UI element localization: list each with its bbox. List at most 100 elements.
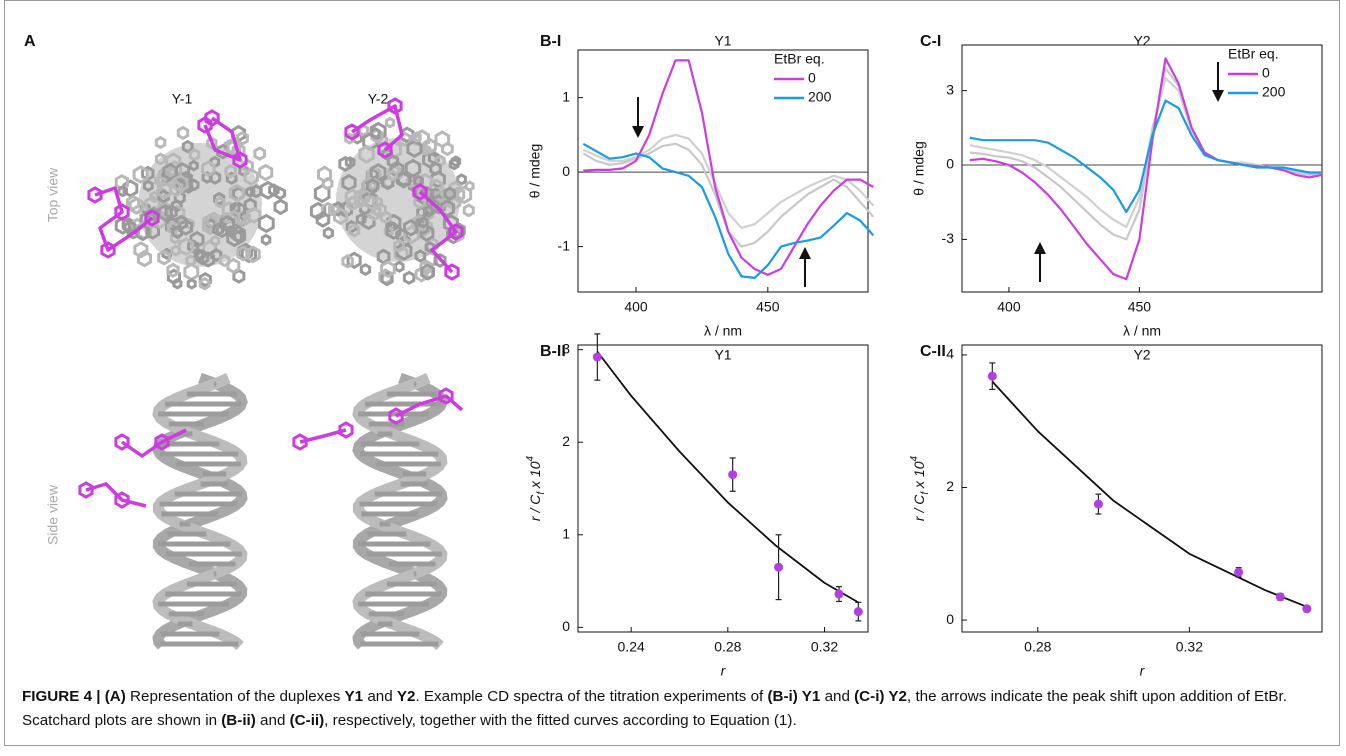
ring — [213, 191, 226, 206]
ring — [253, 146, 266, 161]
ring — [344, 123, 360, 141]
legend-label: 200 — [1262, 84, 1286, 100]
ring — [198, 271, 212, 288]
ring — [228, 183, 245, 203]
ring — [268, 183, 280, 197]
ring — [354, 196, 366, 209]
ring — [183, 262, 200, 282]
ring — [292, 433, 308, 451]
ring — [341, 254, 354, 269]
y-tick-label: -3 — [942, 230, 955, 246]
panel-label: C-I — [920, 33, 941, 50]
caption-text: (B-ii) — [221, 712, 256, 729]
y-tick-label: 2 — [946, 478, 954, 494]
ring — [345, 219, 358, 234]
plot-frame — [577, 49, 869, 293]
ring — [210, 248, 223, 263]
ring — [154, 135, 167, 150]
x-tick-label: 450 — [756, 299, 780, 315]
caption-text: Y1 — [344, 688, 364, 705]
ring — [369, 121, 387, 142]
ring — [232, 151, 248, 169]
y-tick-label: 0 — [946, 156, 954, 172]
ring — [439, 199, 455, 218]
ring — [438, 387, 454, 405]
ring — [347, 223, 361, 238]
chain — [351, 104, 404, 152]
spectrum-line — [583, 59, 874, 276]
ring — [380, 260, 396, 279]
ring — [380, 271, 394, 287]
ring — [117, 185, 128, 198]
chart-title: Y2 — [1133, 33, 1150, 49]
chart-title: Y1 — [714, 33, 731, 49]
chain — [120, 428, 187, 458]
ring — [78, 481, 94, 499]
ring — [462, 203, 475, 218]
plot-frame — [577, 344, 869, 633]
caption-text: Y2 — [396, 688, 416, 705]
ring — [221, 211, 233, 224]
strand — [352, 372, 448, 651]
chain — [395, 394, 464, 418]
spectrum-line — [969, 99, 1322, 214]
ring — [358, 144, 375, 164]
plot-frame — [961, 44, 1323, 293]
ring — [176, 125, 190, 141]
ring — [387, 97, 403, 115]
legend-label: 200 — [808, 89, 832, 105]
ring — [245, 186, 256, 198]
y-axis-label-part: 4 — [909, 455, 920, 461]
ring — [144, 209, 160, 227]
y-axis-label-part: x 10 — [527, 461, 543, 492]
data-point — [1302, 604, 1312, 614]
ring — [448, 157, 460, 171]
caption-text: (B-i) Y1 — [767, 688, 821, 705]
x-axis-label: r — [1140, 663, 1146, 679]
ring — [257, 213, 275, 234]
strand — [152, 372, 248, 651]
ring — [385, 221, 402, 240]
caption-text: (C-ii) — [289, 712, 325, 729]
ring — [87, 186, 103, 204]
data-point — [1275, 592, 1285, 602]
ring — [456, 173, 467, 186]
y-tick-label: -1 — [558, 237, 571, 253]
data-point — [728, 470, 738, 480]
chain — [418, 190, 458, 274]
ring — [154, 152, 167, 166]
caption-text: and — [363, 688, 397, 705]
ring — [387, 169, 398, 182]
y-axis-label-part: r / C — [911, 494, 927, 521]
ring — [158, 166, 172, 182]
ring — [313, 183, 331, 204]
y-axis-label: r / Cf x 104 — [525, 455, 547, 521]
data-point — [1093, 499, 1103, 509]
panel-label: C-II — [920, 343, 946, 360]
ring — [260, 233, 272, 246]
y-tick-label: 4 — [946, 346, 954, 362]
y-axis-label-part: x 10 — [911, 461, 927, 492]
y-axis-label: r / Cf x 104 — [909, 455, 931, 521]
chain — [94, 186, 154, 252]
ring — [414, 266, 429, 283]
ring — [393, 238, 406, 253]
ring — [243, 168, 259, 186]
ring — [170, 244, 181, 257]
x-tick-label: 0.24 — [618, 639, 645, 655]
ring — [114, 433, 130, 451]
ring — [446, 227, 462, 245]
panel-label: B-I — [540, 33, 561, 50]
x-tick-label: 0.32 — [1176, 639, 1203, 655]
y-tick-label: 0 — [562, 618, 570, 634]
ring — [185, 254, 197, 267]
caption-text: and — [820, 688, 855, 705]
caption-text: , respectively, together with the fitted… — [324, 712, 797, 729]
ring — [181, 139, 194, 154]
ring — [414, 249, 427, 263]
ring — [186, 278, 197, 290]
ring — [114, 203, 130, 221]
molecule-renderings — [78, 97, 475, 651]
ring — [226, 139, 242, 157]
